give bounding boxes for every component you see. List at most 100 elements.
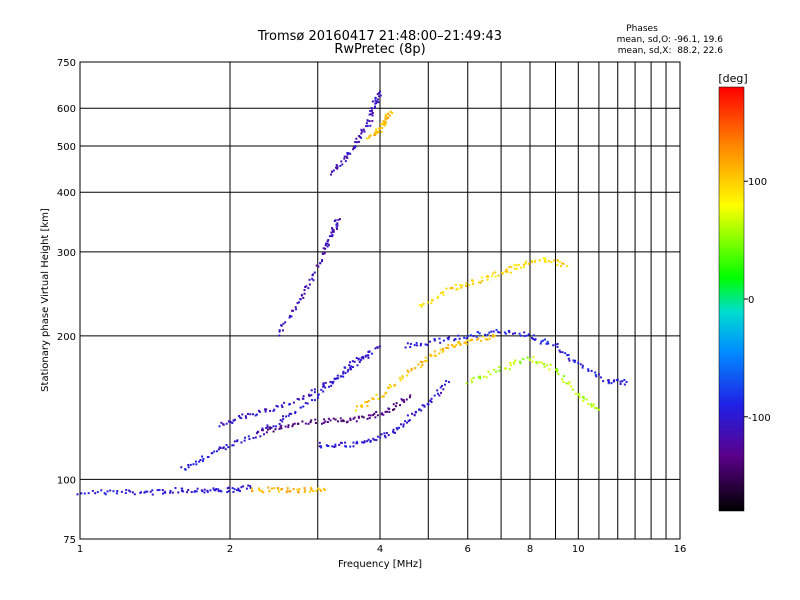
data-point <box>350 365 353 368</box>
data-point <box>329 419 332 422</box>
data-point <box>342 420 345 423</box>
data-point <box>466 339 469 342</box>
data-point <box>237 487 240 490</box>
data-point <box>430 355 433 358</box>
data-point <box>371 114 374 117</box>
data-point <box>351 366 354 369</box>
data-point <box>352 148 355 151</box>
data-point <box>332 169 335 172</box>
data-point <box>459 343 462 346</box>
data-point <box>365 122 368 125</box>
data-point <box>377 101 380 104</box>
data-point <box>133 493 136 496</box>
data-point <box>566 265 569 268</box>
data-point <box>526 334 529 337</box>
data-point <box>255 413 258 416</box>
data-point <box>218 425 221 428</box>
data-point <box>370 107 373 110</box>
data-point <box>558 349 561 352</box>
data-point <box>595 375 598 378</box>
data-point <box>445 346 448 349</box>
data-point <box>519 266 522 269</box>
colorbar-tick-label: 0 <box>748 295 754 306</box>
data-point <box>169 489 172 492</box>
data-point <box>196 487 199 490</box>
data-point <box>409 345 412 348</box>
data-point <box>477 376 480 379</box>
data-point <box>373 131 376 134</box>
data-point <box>413 413 416 416</box>
data-point <box>156 489 159 492</box>
data-point <box>466 335 469 338</box>
data-point <box>249 486 252 489</box>
data-point <box>405 398 408 401</box>
data-point <box>269 409 272 412</box>
data-point <box>322 385 325 388</box>
data-point <box>290 315 293 318</box>
data-point <box>442 291 445 294</box>
data-point <box>217 448 220 451</box>
data-point <box>479 377 482 380</box>
data-point <box>455 344 458 347</box>
data-point <box>430 301 433 304</box>
data-point <box>607 382 610 385</box>
data-point <box>187 489 190 492</box>
data-point <box>378 127 381 130</box>
data-point <box>367 354 370 357</box>
data-point <box>442 339 445 342</box>
data-point <box>337 218 340 221</box>
data-point <box>495 328 498 331</box>
data-point <box>276 405 279 408</box>
data-point <box>320 260 323 263</box>
data-point <box>363 130 366 133</box>
data-point <box>376 414 379 417</box>
data-point <box>539 342 542 345</box>
data-point <box>561 351 564 354</box>
data-point <box>359 135 362 138</box>
data-point <box>348 361 351 364</box>
data-point <box>492 272 495 275</box>
data-point <box>355 440 358 443</box>
data-point <box>471 279 474 282</box>
data-point <box>322 384 325 387</box>
data-point <box>384 120 387 123</box>
data-point <box>486 275 489 278</box>
data-point <box>213 488 216 491</box>
data-point <box>274 425 277 428</box>
data-point <box>379 345 381 348</box>
data-point <box>523 335 526 338</box>
data-point <box>357 135 360 138</box>
data-point <box>411 412 414 415</box>
data-point <box>288 412 291 415</box>
data-point <box>334 418 337 421</box>
data-point <box>408 396 411 399</box>
data-point <box>354 146 357 149</box>
data-point <box>334 219 337 222</box>
data-point <box>187 464 190 467</box>
data-point <box>367 414 370 417</box>
x-tick-label: 6 <box>465 544 471 555</box>
data-point <box>256 430 259 433</box>
data-point <box>302 397 305 400</box>
data-point <box>228 486 231 489</box>
data-point <box>550 261 553 264</box>
data-point <box>488 331 491 334</box>
colorbar-label: [deg] <box>718 72 747 85</box>
data-point <box>398 426 401 429</box>
data-point <box>327 239 330 242</box>
data-point <box>238 414 241 417</box>
data-point <box>367 400 370 403</box>
data-point <box>409 394 412 397</box>
data-point <box>379 94 382 97</box>
data-point <box>151 493 154 496</box>
data-point <box>251 490 254 493</box>
data-point <box>262 433 265 436</box>
data-point <box>331 233 334 236</box>
data-point <box>427 301 430 304</box>
data-point <box>351 360 354 363</box>
data-point <box>338 218 341 221</box>
data-point <box>319 488 322 491</box>
data-point <box>368 113 371 116</box>
data-point <box>385 410 388 413</box>
data-point <box>298 398 301 401</box>
